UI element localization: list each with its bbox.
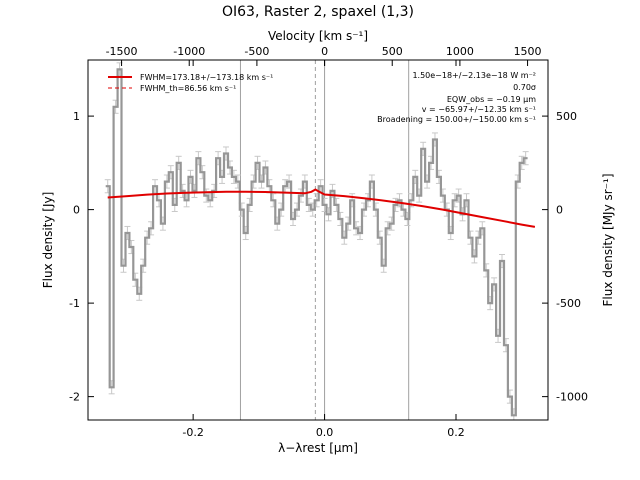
right-axis-label: Flux density [MJy sr⁻¹] [601, 173, 615, 306]
velocity-tick-label: 0 [321, 45, 328, 58]
x-tick-label: 0.2 [447, 426, 465, 439]
velocity-tick-label: 1500 [514, 45, 542, 58]
y-tick-label: 0 [73, 204, 80, 217]
velocity-tick-label: -500 [244, 45, 269, 58]
y-tick-label: -2 [69, 391, 80, 404]
legend-label-fwhm: FWHM=173.18+/−173.18 km s⁻¹ [140, 73, 273, 82]
velocity-tick-label: -1500 [106, 45, 138, 58]
velocity-tick-label: 500 [382, 45, 403, 58]
annotation-flux: 1.50e−18+/−2.13e−18 W m⁻² [412, 71, 536, 80]
gridline-layer [239, 60, 410, 420]
annotation-block: 1.50e−18+/−2.13e−18 W m⁻² 0.70σ EQW_obs … [377, 71, 536, 124]
x-tick-label: -0.2 [182, 426, 203, 439]
spectrum-step-series [105, 68, 528, 417]
legend-label-fwhm-th: FWHM_th=86.56 km s⁻¹ [140, 84, 236, 93]
chart-title: OI63, Raster 2, spaxel (1,3) [222, 4, 414, 20]
y2-tick-label: -1000 [556, 391, 588, 404]
tick-layer: -0.2 0.0 0.2-1500 -1000 -500 0 500 1000 1500-2-1… [69, 45, 588, 439]
y2-tick-label: -500 [556, 297, 581, 310]
x-axis-label: λ−λrest [μm] [278, 441, 358, 455]
velocity-tick-label: -1000 [173, 45, 205, 58]
plot-frame [87, 59, 549, 421]
annotation-eqw: EQW_obs = −0.19 μm [447, 95, 536, 104]
y2-tick-label: 500 [556, 110, 577, 123]
y-axis-label: Flux density [Jy] [41, 192, 55, 289]
annotation-broadening: Broadening = 150.00+/−150.00 km s⁻¹ [377, 115, 536, 124]
fit-line-series [107, 188, 536, 228]
velocity-tick-label: 1000 [446, 45, 474, 58]
top-axis-label: Velocity [km s⁻¹] [268, 29, 368, 43]
x-tick-label: 0.0 [316, 426, 334, 439]
annotation-velocity: v = −65.97+/−12.35 km s⁻¹ [422, 105, 536, 114]
legend: FWHM=173.18+/−173.18 km s⁻¹ FWHM_th=86.5… [108, 73, 273, 93]
series-layer [105, 68, 536, 417]
y-tick-label: 1 [73, 110, 80, 123]
y2-tick-label: 0 [556, 204, 563, 217]
annotation-sigma: 0.70σ [513, 83, 536, 92]
y-tick-label: -1 [69, 297, 80, 310]
